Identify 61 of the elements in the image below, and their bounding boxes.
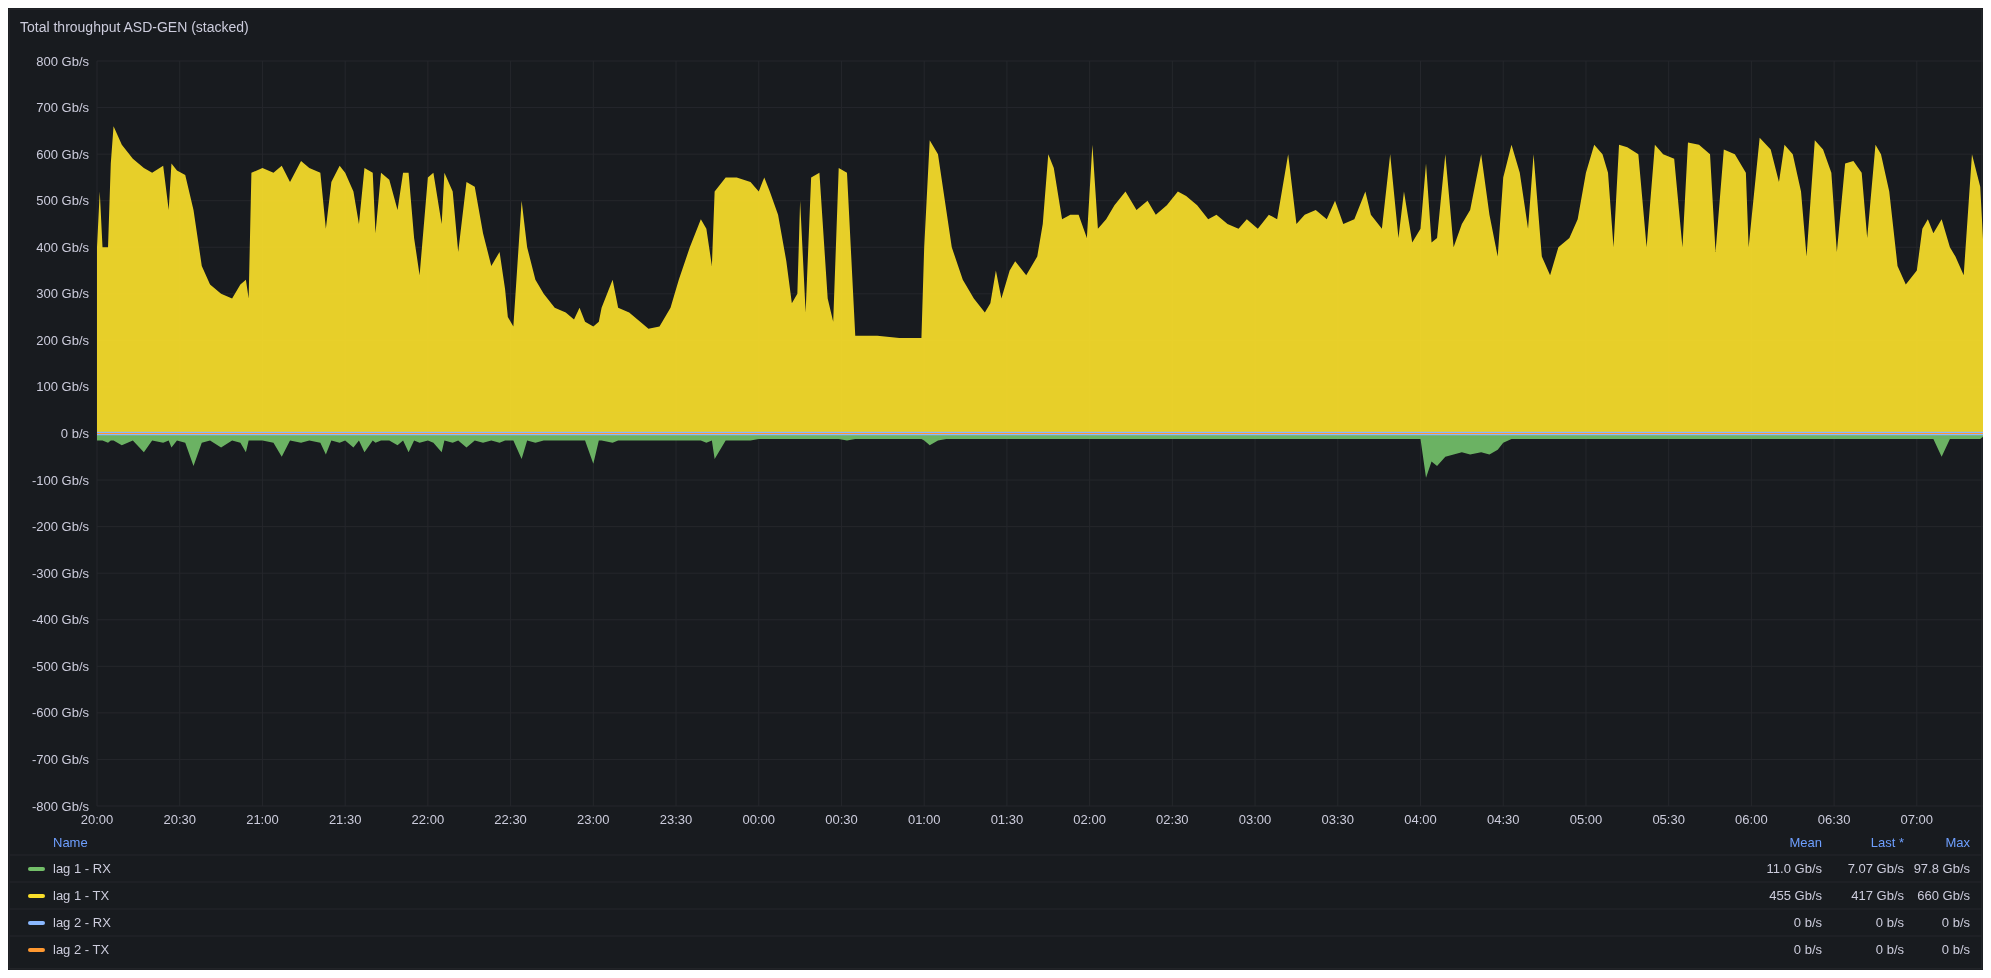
x-tick-label: 03:00 [1238,812,1272,827]
y-tick-label: -600 Gb/s [31,705,90,721]
y-tick-label: 600 Gb/s [36,146,90,162]
text: Last * [1870,835,1904,850]
y-tick-label: 700 Gb/s [36,100,90,116]
text: 417 Gb/s [1851,888,1905,903]
text: 0 b/s [1941,942,1971,957]
text: 0 b/s [1793,915,1823,930]
x-tick-label: 06:00 [1735,812,1768,827]
x-tick-label: 01:30 [990,812,1024,827]
x-tick-label: 22:00 [411,812,445,827]
text: 11.0 Gb/s [1766,861,1823,876]
text: 0 b/s [1941,915,1971,930]
x-tick-label: 02:30 [1156,812,1189,827]
x-tick-label: 06:30 [1817,812,1851,827]
x-tick-label: 20:00 [80,812,114,827]
y-tick-label: 200 Gb/s [36,332,90,348]
y-tick-label: 300 Gb/s [36,286,90,302]
legend-label: lag 1 - TX [53,888,110,903]
y-tick-label: -500 Gb/s [31,658,90,674]
x-tick-label: 20:30 [163,812,196,827]
y-tick-label: -200 Gb/s [31,519,90,535]
text: Mean [1789,835,1822,850]
y-tick-label: 800 Gb/s [36,53,90,69]
y-tick-label: 400 Gb/s [36,239,90,255]
y-tick-label: -700 Gb/s [31,751,90,767]
x-tick-label: 04:30 [1486,812,1520,827]
x-tick-label: 03:30 [1321,812,1355,827]
x-tick-label: 23:30 [659,812,693,827]
chart-title: Total throughput ASD-GEN (stacked) [20,19,249,35]
x-tick-label: 00:00 [742,812,776,827]
x-tick-label: 23:00 [577,812,610,827]
x-tick-label: 21:00 [246,812,279,827]
text: 0 b/s [1875,942,1905,957]
y-tick-label: -400 Gb/s [31,612,90,628]
legend-label: lag 2 - RX [53,915,112,930]
y-tick-label: -100 Gb/s [31,472,90,488]
text: 455 Gb/s [1769,888,1823,903]
y-tick-label: 500 Gb/s [36,193,90,209]
x-tick-label: 01:00 [907,812,941,827]
x-tick-label: 00:30 [825,812,858,827]
text: Max [1945,835,1971,850]
x-tick-label: 22:30 [494,812,527,827]
text: 7.07 Gb/s [1847,861,1905,876]
x-tick-label: 04:00 [1404,812,1437,827]
y-tick-label: -800 Gb/s [31,798,90,814]
text: Name [53,835,88,850]
text: 0 b/s [1793,942,1823,957]
legend-label: lag 1 - RX [53,861,112,876]
legend-label: lag 2 - TX [53,942,110,957]
text: 660 Gb/s [1917,888,1971,903]
x-tick-label: 05:30 [1652,812,1685,827]
text: 0 b/s [1875,915,1905,930]
x-tick-label: 21:30 [328,812,362,827]
x-tick-label: 07:00 [1900,812,1934,827]
y-tick-label: 100 Gb/s [36,379,90,395]
text: 97.8 Gb/s [1913,861,1971,876]
y-tick-label: 0 b/s [60,426,90,442]
y-tick-label: -300 Gb/s [31,565,90,581]
x-tick-label: 05:00 [1569,812,1603,827]
x-tick-label: 02:00 [1073,812,1106,827]
